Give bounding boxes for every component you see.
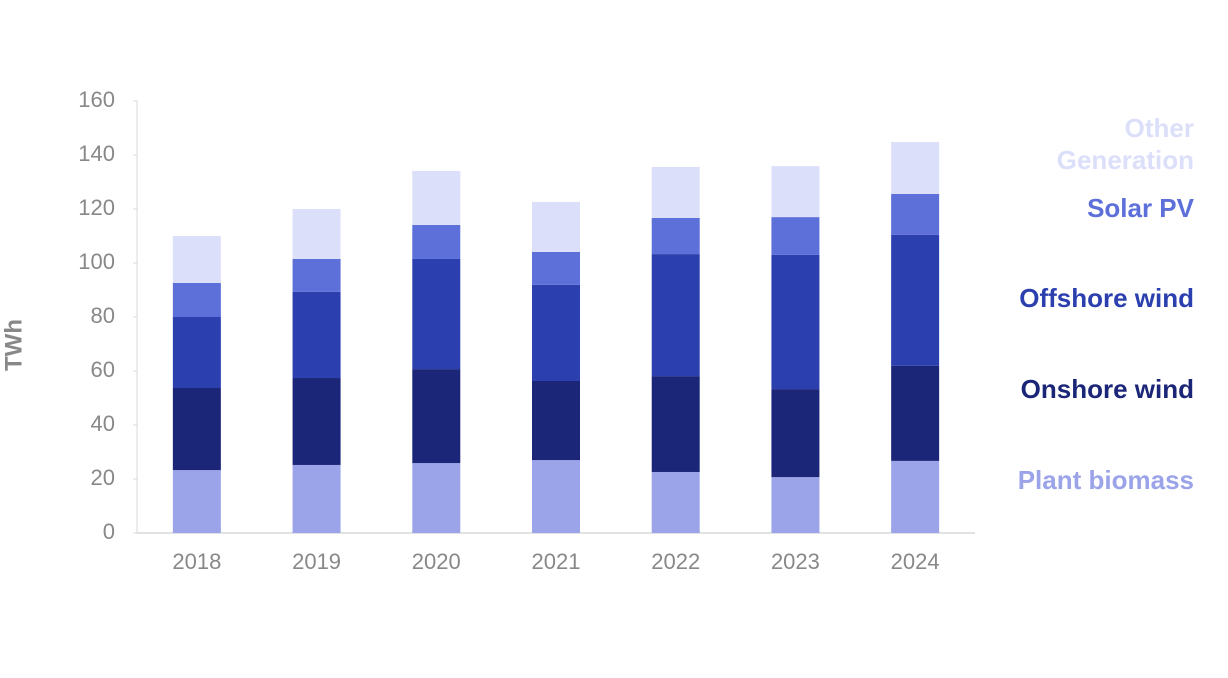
x-tick-label: 2020 [412,549,461,574]
legend-entry: Onshore wind [1020,374,1194,404]
bar-segment [292,464,341,533]
bar-segment [771,389,820,478]
bar-segment [412,224,461,259]
bar-segment [651,217,700,255]
bar-segment [651,166,700,218]
bar-segment [412,369,461,464]
bar-segment [771,477,820,533]
y-tick-label: 140 [78,141,115,166]
y-tick-label: 100 [78,249,115,274]
x-tick-label: 2022 [651,549,700,574]
y-tick-label: 80 [91,303,115,328]
bar-segment [172,470,221,533]
legend-entry: Solar PV [1087,193,1194,223]
y-tick-label: 40 [91,411,115,436]
x-tick-label: 2024 [891,549,940,574]
bar-segment [891,460,940,533]
x-tick-label: 2023 [771,549,820,574]
bar-segment [292,378,341,465]
bar-segment [172,282,221,317]
bar-segment [532,380,580,461]
bar-segment [651,471,700,533]
y-tick-label: 60 [91,357,115,382]
bar-segment [532,201,580,252]
y-tick-label: 120 [78,195,115,220]
bar-segment [532,284,580,381]
bar-segment [292,291,341,379]
bar-segment [771,166,820,218]
bar-segment [412,463,461,533]
y-tick-label: 160 [78,87,115,112]
bar-segment [412,258,461,370]
bar-segment [532,460,580,533]
legend-entry: Plant biomass [1017,465,1194,495]
bar-segment [891,234,940,366]
bar-segment [172,317,221,389]
bar-segment [891,193,940,235]
bar-segment [292,209,341,259]
legend-entry: Offshore wind [1019,283,1194,313]
x-tick-label: 2018 [172,549,221,574]
y-tick-label: 0 [103,519,115,544]
bar-segment [532,251,580,285]
bar-segment [172,388,221,471]
x-tick-label: 2019 [292,549,341,574]
bar-segment [891,365,940,461]
bar-segment [412,170,461,225]
y-tick-label: 20 [91,465,115,490]
y-axis-label: TWh [0,319,27,371]
bar-segment [891,142,940,194]
bar-segment [172,236,221,283]
legend-entry: Other Generation [1056,113,1194,175]
bar-segment [771,254,820,390]
bar-segment [292,258,341,292]
x-tick-label: 2021 [532,549,581,574]
bar-segment [771,217,820,255]
bar-segment [651,254,700,377]
bar-segment [651,376,700,472]
